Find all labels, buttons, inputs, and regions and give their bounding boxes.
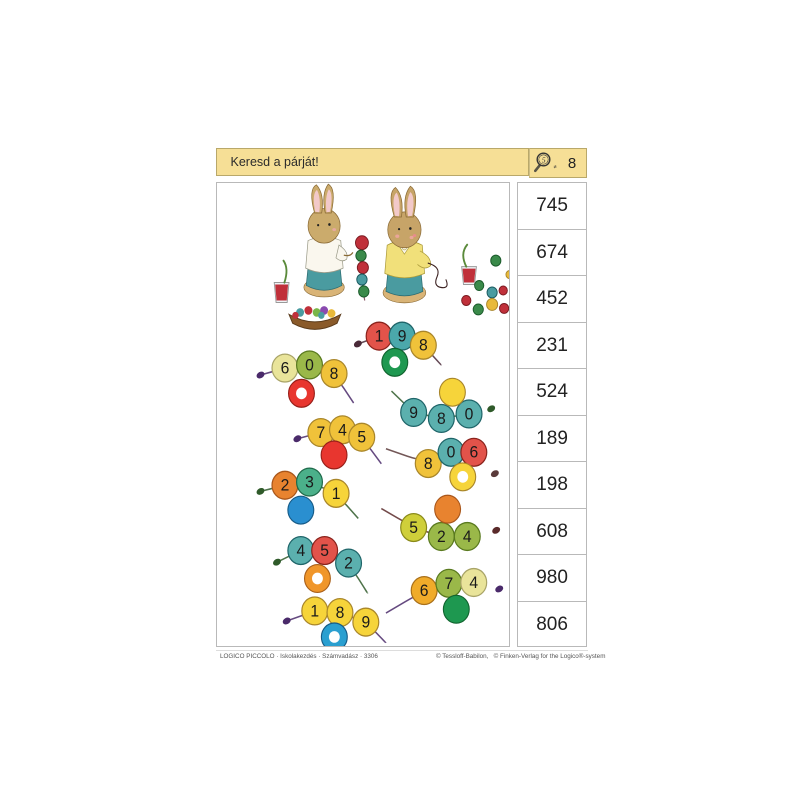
svg-text:4: 4 (469, 574, 478, 593)
svg-text:6: 6 (419, 582, 428, 601)
svg-text:2: 2 (436, 528, 445, 547)
svg-text:4: 4 (296, 542, 305, 561)
svg-text:5: 5 (409, 519, 418, 538)
svg-text:8: 8 (335, 604, 344, 623)
svg-text:0: 0 (464, 405, 473, 424)
svg-text:7: 7 (444, 575, 453, 594)
svg-text:2: 2 (280, 477, 289, 496)
svg-text:4: 4 (338, 421, 347, 440)
svg-text:8: 8 (423, 455, 432, 474)
svg-text:8: 8 (329, 365, 338, 384)
svg-text:5: 5 (541, 155, 545, 164)
svg-text:9: 9 (361, 613, 370, 632)
svg-text:8: 8 (436, 410, 445, 429)
svg-text:9: 9 (397, 327, 406, 346)
svg-text:4: 4 (462, 528, 471, 547)
svg-text:≠: ≠ (553, 165, 556, 171)
svg-text:9: 9 (409, 404, 418, 423)
svg-text:1: 1 (310, 602, 319, 621)
svg-text:2: 2 (344, 554, 353, 573)
svg-text:0: 0 (305, 356, 314, 375)
svg-text:6: 6 (280, 359, 289, 378)
svg-text:5: 5 (320, 542, 329, 561)
svg-text:7: 7 (316, 424, 325, 443)
svg-text:8: 8 (418, 337, 427, 356)
svg-text:1: 1 (374, 327, 383, 346)
svg-text:5: 5 (357, 429, 366, 448)
svg-text:3: 3 (305, 473, 314, 492)
svg-text:6: 6 (469, 444, 478, 463)
svg-text:1: 1 (331, 485, 340, 504)
svg-text:0: 0 (446, 444, 455, 463)
